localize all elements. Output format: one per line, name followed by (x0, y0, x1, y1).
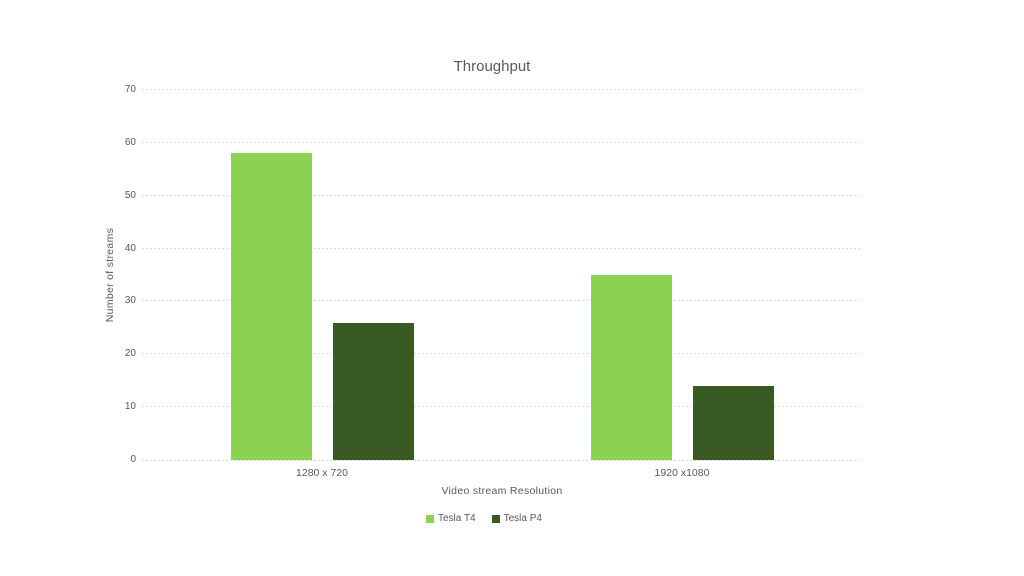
bar-tesla-t4-1280-x-720 (230, 153, 312, 460)
y-tick-label-0: 0 (130, 454, 136, 465)
y-tick-label-60: 60 (124, 136, 136, 148)
bar-tesla-p4-1920-x1080 (692, 386, 774, 460)
gridline-y-70 (142, 89, 862, 90)
bar-tesla-t4-1920-x1080 (590, 275, 672, 460)
gridline-y-10 (142, 406, 862, 408)
legend-swatch-tesla-p4 (491, 514, 500, 523)
gridline-y-40 (142, 247, 862, 249)
gridline-y-60 (142, 141, 862, 143)
gridline-y-30 (142, 300, 862, 302)
y-tick-label-10: 10 (124, 401, 136, 413)
gridline-y-20 (142, 353, 862, 355)
y-tick-label-50: 50 (124, 189, 136, 201)
y-tick-label-30: 30 (124, 295, 136, 307)
legend-label-tesla-p4: Tesla P4 (503, 513, 542, 524)
legend-item-tesla-p4: Tesla P4 (491, 513, 542, 524)
legend-label-tesla-t4: Tesla T4 (438, 513, 476, 524)
legend-swatch-tesla-t4 (426, 514, 434, 523)
chart-title: Throughput (453, 58, 531, 75)
x-tick-label-1280-x-720: 1280 x 720 (296, 467, 348, 479)
y-tick-label-20: 20 (124, 348, 136, 360)
bar-tesla-p4-1280-x-720 (332, 322, 414, 460)
gridline-y-50 (142, 194, 862, 196)
legend: Tesla T4 Tesla P4 (124, 513, 844, 524)
y-tick-label-70: 70 (124, 84, 136, 95)
legend-item-tesla-t4: Tesla T4 (426, 513, 476, 524)
plot-area (142, 89, 862, 461)
x-tick-label-1920-x1080: 1920 x1080 (654, 467, 710, 479)
y-tick-label-40: 40 (124, 242, 136, 254)
x-axis-title: Video stream Resolution (441, 485, 563, 497)
gridline-y-0 (142, 460, 862, 461)
